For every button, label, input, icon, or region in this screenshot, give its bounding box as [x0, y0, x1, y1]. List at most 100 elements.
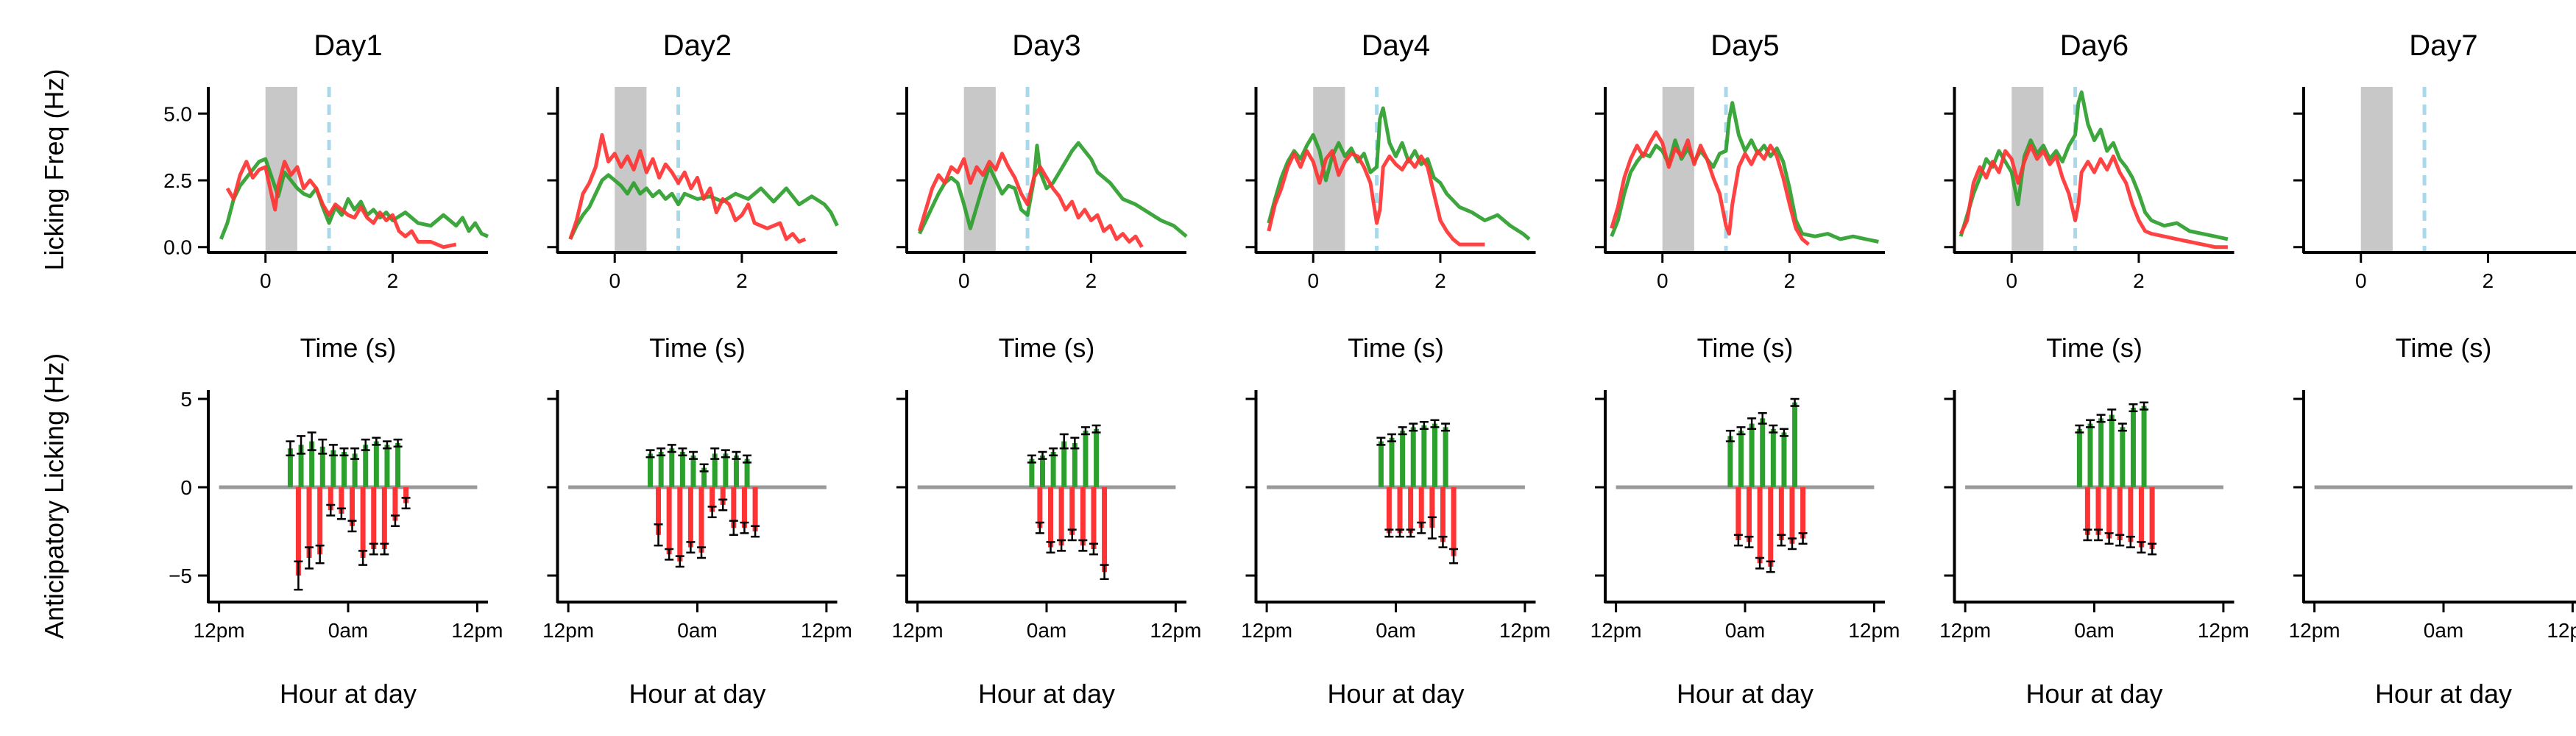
red-bar — [392, 487, 398, 521]
red-bar — [295, 487, 301, 576]
green-bar — [744, 459, 750, 487]
green-bar — [669, 448, 675, 487]
red-bar — [1048, 487, 1053, 548]
red-bar — [1768, 487, 1774, 567]
top-panel-2: Day2 0 2 Time (s) — [547, 29, 839, 363]
y-tick-label: 0.0 — [163, 236, 192, 259]
x-tick-label: 0 — [1307, 269, 1319, 292]
x-axis-label: Hour at day — [2375, 679, 2512, 709]
bottom-panel-6: 12pm 0am 12pm Hour at day — [1939, 390, 2249, 709]
green-bar — [309, 441, 315, 487]
shaded-interval — [1662, 87, 1694, 252]
red-bar — [339, 487, 344, 514]
green-bar — [1781, 432, 1787, 487]
green-bar — [287, 448, 293, 487]
green-series-line — [219, 157, 489, 240]
x-tick-label: 0am — [677, 619, 717, 642]
y-tick-label: 0 — [180, 476, 192, 499]
red-bar — [2106, 487, 2112, 539]
red-bar — [1058, 487, 1064, 546]
red-bar — [698, 487, 704, 553]
green-bar — [1421, 425, 1427, 487]
green-series-line — [1267, 106, 1531, 241]
red-bar — [731, 487, 737, 528]
green-bar — [373, 441, 379, 487]
green-bar — [648, 453, 654, 487]
shaded-interval — [615, 87, 647, 252]
x-axis-label: Hour at day — [629, 679, 765, 709]
y-tick-label: 5 — [180, 388, 192, 411]
red-bar — [1080, 487, 1086, 546]
red-bar — [1757, 487, 1763, 564]
green-bar — [1400, 431, 1406, 487]
red-bar — [2138, 487, 2144, 548]
x-axis-label: Hour at day — [2025, 679, 2162, 709]
red-bar — [1778, 487, 1784, 540]
x-tick-label: 12pm — [2198, 619, 2249, 642]
red-bar — [1069, 487, 1075, 535]
x-axis-label: Hour at day — [1327, 679, 1464, 709]
red-bar — [1091, 487, 1097, 549]
red-bar — [677, 487, 683, 562]
green-bar — [1029, 459, 1035, 487]
red-bar — [1800, 487, 1806, 539]
red-bar — [752, 487, 758, 531]
top-row-ylabel: Licking Freq (Hz) — [39, 68, 69, 270]
x-tick-label: 0 — [609, 269, 620, 292]
panel-title: Day3 — [1012, 29, 1080, 62]
x-tick-label: 2 — [387, 269, 399, 292]
top-panel-3: Day3 0 2 Time (s) — [896, 29, 1188, 363]
green-bar — [733, 455, 739, 487]
x-tick-label: 0am — [2424, 619, 2463, 642]
x-axis-label: Time (s) — [649, 333, 746, 363]
green-bar — [723, 453, 729, 487]
red-bar — [1386, 487, 1392, 534]
green-series-line — [918, 141, 1188, 238]
green-bar — [1072, 443, 1078, 487]
green-bar — [2087, 423, 2093, 487]
x-tick-label: 2 — [1784, 269, 1796, 292]
x-axis-label: Time (s) — [1697, 333, 1794, 363]
green-bar — [701, 467, 707, 487]
x-axis-label: Time (s) — [999, 333, 1095, 363]
top-panel-4: Day4 0 2 Time (s) — [1245, 29, 1536, 363]
x-tick-label: 2 — [736, 269, 748, 292]
x-tick-label: 2 — [2483, 269, 2494, 292]
red-bar — [741, 487, 747, 528]
red-bar — [1789, 487, 1795, 544]
green-bar — [690, 455, 696, 487]
red-bar — [687, 487, 693, 548]
x-tick-label: 0 — [2355, 269, 2367, 292]
red-bar — [1102, 487, 1108, 573]
red-bar — [720, 487, 726, 505]
green-bar — [1749, 423, 1755, 487]
green-bar — [658, 452, 664, 487]
red-bar — [1037, 487, 1043, 528]
red-bar — [1418, 487, 1424, 528]
red-series-line — [1610, 130, 1810, 247]
x-tick-label: 12pm — [1241, 619, 1292, 642]
x-tick-label: 12pm — [1939, 619, 1991, 642]
x-tick-label: 2 — [2133, 269, 2145, 292]
x-tick-label: 0am — [1725, 619, 1765, 642]
green-bar — [1792, 402, 1798, 487]
red-bar — [1440, 487, 1446, 542]
green-bar — [298, 445, 304, 487]
red-bar — [2117, 487, 2123, 540]
x-tick-label: 2 — [1086, 269, 1097, 292]
top-panel-6: Day6 0 2 Time (s) — [1944, 29, 2234, 363]
red-bar — [2149, 487, 2155, 549]
green-bar — [2098, 418, 2104, 487]
x-tick-label: 0am — [2074, 619, 2114, 642]
red-bar — [2084, 487, 2090, 535]
red-bar — [1451, 487, 1457, 556]
panel-title: Day4 — [1362, 29, 1430, 62]
green-bar — [1378, 441, 1384, 487]
x-tick-label: 0 — [958, 269, 970, 292]
red-series-line — [1267, 149, 1485, 247]
green-bar — [2120, 427, 2126, 487]
red-series-line — [1958, 144, 2228, 250]
green-bar — [1443, 427, 1448, 487]
red-bar — [371, 487, 377, 549]
